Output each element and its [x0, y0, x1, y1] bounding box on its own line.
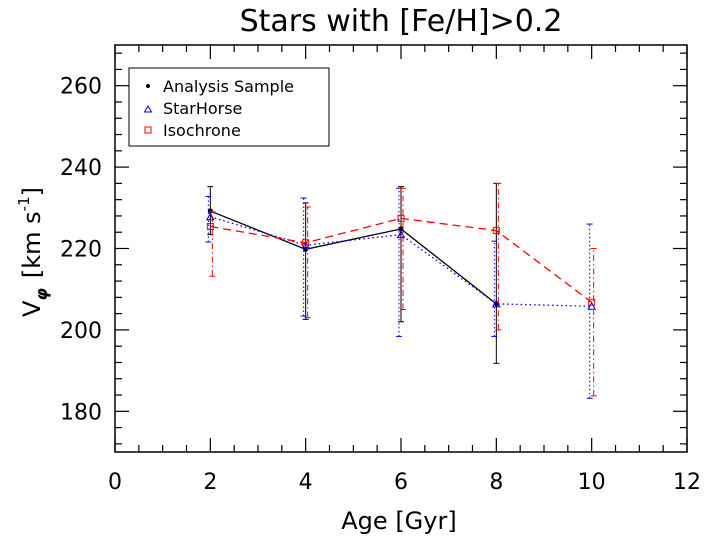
y-tick-label: 260 — [60, 75, 102, 100]
x-axis-title: Age [Gyr] — [341, 507, 456, 535]
y-axis-superscript: -1 — [15, 196, 33, 211]
series-starhorse — [205, 187, 597, 399]
legend-box — [128, 67, 330, 147]
legend-label-isochrone: Isochrone — [163, 121, 241, 140]
legend-marker-starhorse — [143, 105, 153, 113]
y-axis-title: Vφ [km s-1] — [15, 187, 51, 317]
x-tick-label: 2 — [203, 470, 217, 495]
y-axis-subscript: φ — [32, 288, 51, 301]
legend-marker-isochrone — [144, 126, 152, 134]
legend-label-analysis: Analysis Sample — [163, 77, 294, 96]
legend: Analysis Sample StarHorse Isochrone — [128, 67, 330, 147]
y-tick-label: 180 — [60, 400, 102, 425]
series-line-isochrone — [210, 217, 593, 303]
x-tick-label: 4 — [299, 470, 313, 495]
y-tick-label: 240 — [60, 156, 102, 181]
series-analysis-sample — [207, 182, 500, 364]
series-isochrone — [206, 182, 597, 397]
x-tick-label: 8 — [489, 470, 503, 495]
point-isochrone — [397, 214, 405, 222]
x-tick-label: 0 — [108, 470, 122, 495]
y-axis-unit-suffix: ] — [18, 187, 46, 196]
point-starhorse — [587, 301, 597, 310]
point-analysis-sample — [398, 226, 404, 232]
point-isochrone — [588, 298, 596, 306]
point-isochrone — [492, 227, 500, 235]
x-tick-label: 12 — [673, 470, 701, 495]
legend-label-starhorse: StarHorse — [163, 99, 242, 118]
y-axis-unit-prefix: [km s — [18, 211, 46, 278]
point-starhorse — [396, 230, 406, 239]
x-tick-label: 6 — [394, 470, 408, 495]
x-tick-labels: 0 2 4 6 8 10 12 — [108, 470, 701, 495]
axis-ticks — [114, 45, 688, 452]
point-isochrone — [302, 239, 310, 247]
y-axis-symbol: V — [18, 300, 46, 317]
point-isochrone — [206, 223, 214, 231]
series-line-analysis-sample — [210, 210, 497, 305]
point-starhorse — [491, 299, 501, 308]
series-layer — [205, 182, 597, 399]
y-tick-label: 220 — [60, 238, 102, 263]
legend-marker-analysis — [146, 84, 150, 88]
chart-title: Stars with [Fe/H]>0.2 — [240, 4, 563, 39]
y-tick-labels: 180 200 220 240 260 — [60, 75, 102, 426]
x-tick-label: 10 — [578, 470, 606, 495]
y-tick-label: 200 — [60, 319, 102, 344]
